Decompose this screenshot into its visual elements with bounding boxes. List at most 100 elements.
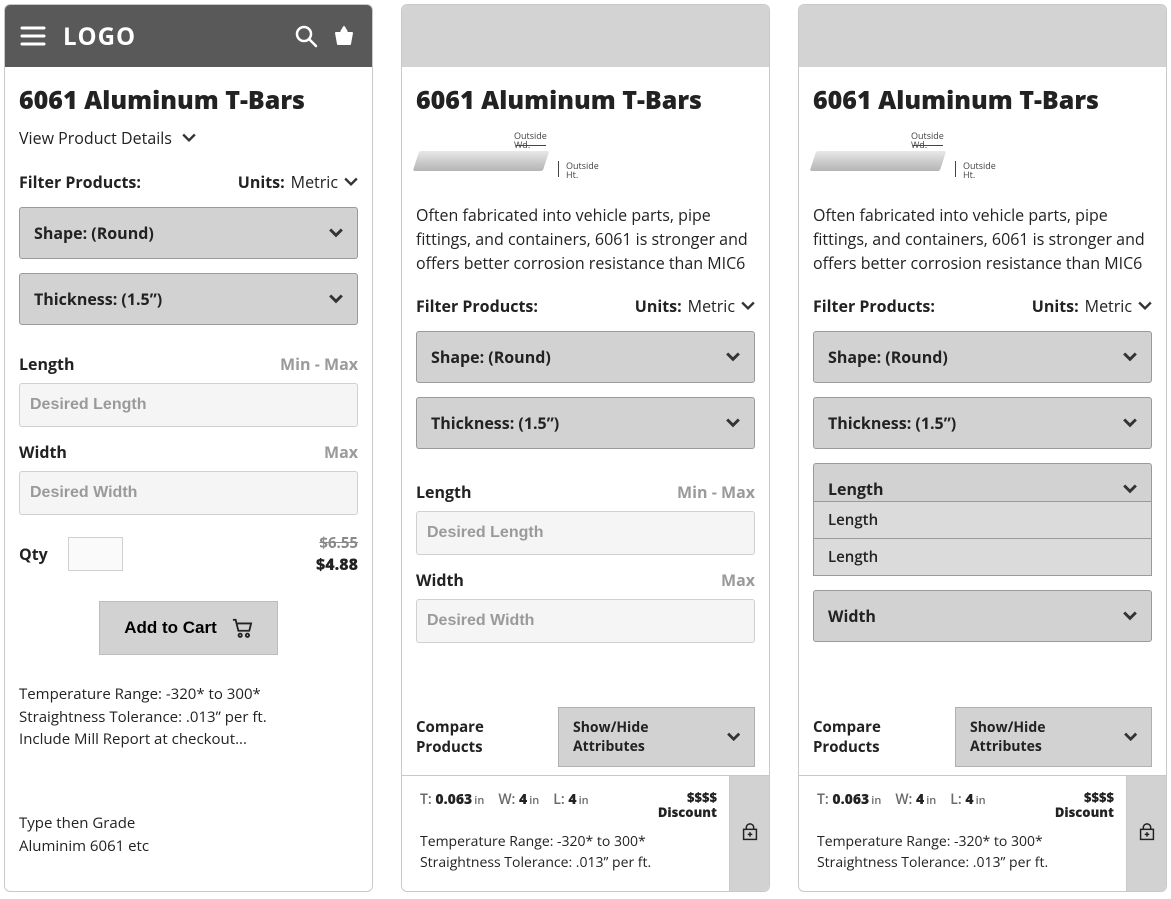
thickness-dropdown-label: Thickness: (1.5”) (431, 412, 559, 434)
length-hint: Min - Max (280, 353, 358, 375)
thickness-dropdown-label: Thickness: (1.5”) (34, 288, 162, 310)
filter-products-label: Filter Products: (19, 171, 141, 193)
width-input[interactable] (19, 471, 358, 515)
length-input[interactable] (416, 511, 755, 555)
show-hide-label: Show/Hide Attributes (573, 718, 717, 756)
width-dropdown[interactable]: Width (813, 590, 1152, 642)
result-spec-line: Straightness Tolerance: .013” per ft. (420, 852, 717, 873)
cart-plus-icon (1136, 822, 1158, 844)
shape-dropdown[interactable]: Shape: (Round) (19, 207, 358, 259)
width-label: Width (416, 569, 464, 591)
chevron-down-icon (726, 416, 740, 430)
qty-label: Qty (19, 543, 48, 565)
view-details-toggle[interactable]: View Product Details (19, 127, 358, 149)
product-description: Often fabricated into vehicle parts, pip… (813, 203, 1152, 275)
diagram-ht-label: Outside Ht. (566, 161, 599, 180)
logo-text: LOGO (63, 20, 136, 53)
dim-t-unit: in (871, 793, 881, 808)
spec-line: Include Mill Report at checkout... (19, 728, 358, 751)
thickness-dropdown[interactable]: Thickness: (1.5”) (416, 397, 755, 449)
app-header-placeholder (402, 5, 769, 67)
chevron-down-icon (726, 350, 740, 364)
result-spec-line: Straightness Tolerance: .013” per ft. (817, 852, 1114, 873)
units-label: Units: (1032, 295, 1079, 317)
length-input[interactable] (19, 383, 358, 427)
units-selector[interactable]: Units: Metric (238, 171, 358, 193)
chevron-down-icon (727, 730, 740, 744)
shape-dropdown[interactable]: Shape: (Round) (416, 331, 755, 383)
show-hide-attributes-button[interactable]: Show/Hide Attributes (558, 707, 755, 767)
shape-dropdown-label: Shape: (Round) (34, 222, 154, 244)
add-to-cart-button[interactable]: Add to Cart (99, 601, 278, 655)
dim-l-val: 4 (568, 790, 576, 809)
dim-l-unit: in (976, 793, 986, 808)
shape-dropdown[interactable]: Shape: (Round) (813, 331, 1152, 383)
product-description: Often fabricated into vehicle parts, pip… (416, 203, 755, 275)
dim-l-unit: in (579, 793, 589, 808)
thickness-dropdown[interactable]: Thickness: (1.5”) (813, 397, 1152, 449)
diagram-wd-label: Outside Wd. (514, 131, 547, 150)
page-title: 6061 Aluminum T-Bars (416, 83, 755, 117)
hamburger-menu-icon[interactable] (19, 22, 47, 50)
width-input[interactable] (416, 599, 755, 643)
dim-w-label: W: (498, 790, 515, 809)
spec-line: Straightness Tolerance: .013” per ft. (19, 706, 358, 729)
compare-products-label: Compare Products (416, 717, 548, 757)
add-result-to-cart-button[interactable] (729, 776, 769, 891)
footnote-line: Type then Grade (19, 812, 358, 835)
mobile-mock-panel-3: 6061 Aluminum T-Bars Outside Wd. Outside… (798, 4, 1167, 892)
dim-t-label: T: (420, 790, 432, 809)
chevron-down-icon (344, 175, 358, 189)
length-option[interactable]: Length (814, 501, 1151, 538)
units-value: Metric (688, 295, 735, 317)
length-option[interactable]: Length (814, 538, 1151, 575)
chevron-down-icon (329, 292, 343, 306)
add-to-cart-label: Add to Cart (124, 618, 217, 638)
length-label: Length (416, 481, 472, 503)
diagram-wd-label: Outside Wd. (911, 131, 944, 150)
dim-l-val: 4 (965, 790, 973, 809)
result-card: T: 0.063in W: 4in L: 4in $$$$ Discount T… (799, 775, 1166, 891)
shape-dropdown-label: Shape: (Round) (431, 346, 551, 368)
view-details-label: View Product Details (19, 127, 172, 149)
compare-products-label: Compare Products (813, 717, 945, 757)
app-header-placeholder (799, 5, 1166, 67)
length-label: Length (19, 353, 75, 375)
units-selector[interactable]: Units: Metric (635, 295, 755, 317)
result-dimensions: T: 0.063in W: 4in L: 4in (420, 790, 589, 809)
chevron-down-icon (182, 131, 196, 145)
search-icon[interactable] (292, 22, 320, 50)
units-selector[interactable]: Units: Metric (1032, 295, 1152, 317)
dim-w-val: 4 (916, 790, 924, 809)
mobile-mock-panel-2: 6061 Aluminum T-Bars Outside Wd. Outside… (401, 4, 770, 892)
page-title: 6061 Aluminum T-Bars (19, 83, 358, 117)
thickness-dropdown[interactable]: Thickness: (1.5”) (19, 273, 358, 325)
result-discount: Discount (1055, 805, 1114, 821)
dim-w-val: 4 (519, 790, 527, 809)
show-hide-attributes-button[interactable]: Show/Hide Attributes (955, 707, 1152, 767)
basket-icon[interactable] (330, 22, 358, 50)
dim-l-label: L: (553, 790, 564, 809)
dim-l-label: L: (950, 790, 961, 809)
units-label: Units: (635, 295, 682, 317)
units-value: Metric (291, 171, 338, 193)
chevron-down-icon (1124, 730, 1137, 744)
chevron-down-icon (1138, 299, 1152, 313)
price-current: $4.88 (316, 553, 358, 575)
product-diagram: Outside Wd. Outside Ht. (416, 131, 586, 191)
thickness-dropdown-label: Thickness: (1.5”) (828, 412, 956, 434)
length-hint: Min - Max (677, 481, 755, 503)
result-specs: Temperature Range: -320* to 300* Straigh… (420, 831, 717, 873)
cart-icon (231, 618, 253, 638)
price-original: $6.55 (316, 533, 358, 553)
page-title: 6061 Aluminum T-Bars (813, 83, 1152, 117)
dim-w-unit: in (926, 793, 936, 808)
shape-dropdown-label: Shape: (Round) (828, 346, 948, 368)
add-result-to-cart-button[interactable] (1126, 776, 1166, 891)
result-specs: Temperature Range: -320* to 300* Straigh… (817, 831, 1114, 873)
length-dropdown-label: Length (828, 478, 884, 500)
qty-input[interactable] (68, 537, 123, 571)
width-hint: Max (721, 569, 755, 591)
show-hide-label: Show/Hide Attributes (970, 718, 1114, 756)
mobile-mock-panel-1: LOGO 6061 Aluminum T-Bars View Product D… (4, 4, 373, 892)
